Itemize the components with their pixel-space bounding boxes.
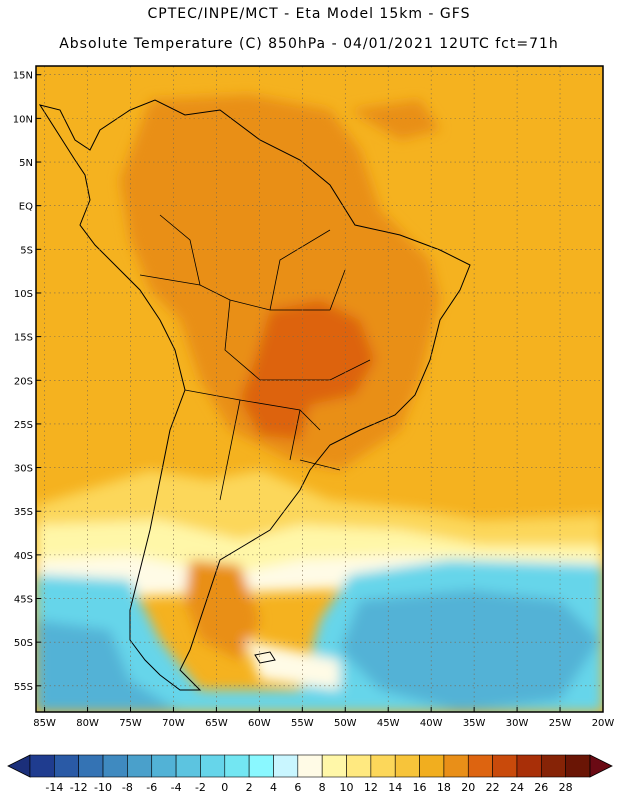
lat-tick-label: 35S: [14, 507, 33, 518]
colorbar-label: -4: [171, 781, 182, 794]
colorbar-label: 6: [294, 781, 301, 794]
lon-tick-label: 25W: [549, 718, 572, 729]
colorbar-segment: [273, 754, 299, 778]
lat-tick-label: 45S: [14, 595, 33, 606]
lon-tick-label: 70W: [162, 718, 185, 729]
lat-tick-label: 50S: [14, 638, 33, 649]
lon-tick-label: 30W: [506, 718, 529, 729]
lon-tick-label: 45W: [377, 718, 400, 729]
colorbar-label: 20: [461, 781, 475, 794]
colorbar-label: 22: [486, 781, 500, 794]
colorbar-label: 24: [510, 781, 524, 794]
map-frame: [35, 65, 604, 713]
colorbar-segment: [297, 754, 323, 778]
colorbar-segment: [467, 754, 493, 778]
colorbar-label: 14: [388, 781, 402, 794]
colorbar-label: 10: [340, 781, 354, 794]
colorbar-segment: [443, 754, 469, 778]
colorbar-segment: [492, 754, 518, 778]
colorbar-segment: [200, 754, 226, 778]
colorbar-segment: [224, 754, 250, 778]
lat-tick-label: 55S: [14, 682, 33, 693]
field-colder-region-east: [340, 590, 600, 712]
field-warm-patagonia: [185, 560, 260, 660]
colorbar-label: 26: [534, 781, 548, 794]
colorbar-segment: [175, 754, 201, 778]
colorbar-segment: [394, 754, 420, 778]
field-very-hot-region: [240, 300, 375, 440]
map-grid: [36, 66, 603, 712]
colorbar-label: 8: [319, 781, 326, 794]
colorbar-label: 4: [270, 781, 277, 794]
lon-tick-label: 65W: [205, 718, 228, 729]
lon-tick-label: 55W: [291, 718, 314, 729]
lat-tick-label: 5S: [20, 245, 33, 256]
colorbar-high-arrow: [589, 754, 613, 778]
lat-tick-label: 25S: [14, 420, 33, 431]
falkland-islands: [254, 651, 276, 664]
lon-tick-label: 50W: [334, 718, 357, 729]
colorbar-segment: [78, 754, 104, 778]
colorbar-segment: [102, 754, 128, 778]
colorbar-segment: [541, 754, 566, 778]
colorbar-label: 12: [364, 781, 378, 794]
field-colder-region: [36, 620, 180, 712]
colorbar-label: 16: [413, 781, 427, 794]
lat-tick-label: 10N: [13, 114, 33, 125]
colorbar-label: 18: [437, 781, 451, 794]
colorbar-segment: [151, 754, 177, 778]
colorbar-segment: [29, 754, 55, 778]
colorbar-label: -8: [122, 781, 133, 794]
colorbar-label: -12: [70, 781, 88, 794]
colorbar-label: -6: [146, 781, 157, 794]
colorbar-segment: [370, 754, 396, 778]
title-line-1: CPTEC/INPE/MCT - Eta Model 15km - GFS: [147, 6, 471, 22]
colorbar-segment: [248, 754, 274, 778]
colorbar-label: -14: [45, 781, 63, 794]
colorbar-segment: [321, 754, 347, 778]
colorbar-label: 28: [559, 781, 573, 794]
longitude-axis: 85W 80W 75W 70W 65W 60W 55W 50W 45W 40W 35W 30W 25W 2…: [33, 707, 614, 729]
lon-tick-label: 20W: [592, 718, 615, 729]
lat-tick-label: EQ: [19, 202, 33, 213]
lat-tick-label: 20S: [14, 376, 33, 387]
lat-tick-label: 40S: [14, 551, 33, 562]
lat-tick-label: 15S: [14, 333, 33, 344]
colorbar-segment: [127, 754, 153, 778]
temperature-field: [36, 66, 603, 712]
colorbar-label: 0: [221, 781, 228, 794]
title-line-2: Absolute Temperature (C) 850hPa - 04/01/…: [59, 36, 559, 52]
lon-tick-label: 60W: [248, 718, 271, 729]
lon-tick-label: 85W: [33, 718, 56, 729]
lat-tick-label: 30S: [14, 464, 33, 475]
colorbar-segment: [419, 754, 445, 778]
south-america-coastline: [38, 99, 471, 691]
colorbar-label: -2: [195, 781, 206, 794]
colorbar-low-arrow: [7, 754, 31, 778]
lon-tick-label: 80W: [76, 718, 99, 729]
colorbar-segment: [346, 754, 372, 778]
field-hot-region-east: [350, 100, 440, 140]
colorbar-segment: [516, 754, 542, 778]
colorbar: -14 -12 -10 -8 -6 -4 -2 0 2 4 6 8 10 12 14 16 18 20 22 24 26…: [7, 754, 613, 794]
lon-tick-label: 75W: [119, 718, 142, 729]
colorbar-segment: [565, 754, 591, 778]
latitude-axis: 15N 10N 5N EQ 5S 10S 15S 20S 25S 30S 35S 40S 45S 50S 5…: [13, 71, 41, 693]
country-borders: [139, 214, 371, 501]
lat-tick-label: 15N: [13, 71, 33, 82]
colorbar-label: 2: [246, 781, 253, 794]
colorbar-label: -10: [94, 781, 112, 794]
lon-tick-label: 40W: [420, 718, 443, 729]
colorbar-segment: [54, 754, 79, 778]
lat-tick-label: 10S: [14, 289, 33, 300]
lat-tick-label: 5N: [19, 158, 33, 169]
lon-tick-label: 35W: [463, 718, 486, 729]
